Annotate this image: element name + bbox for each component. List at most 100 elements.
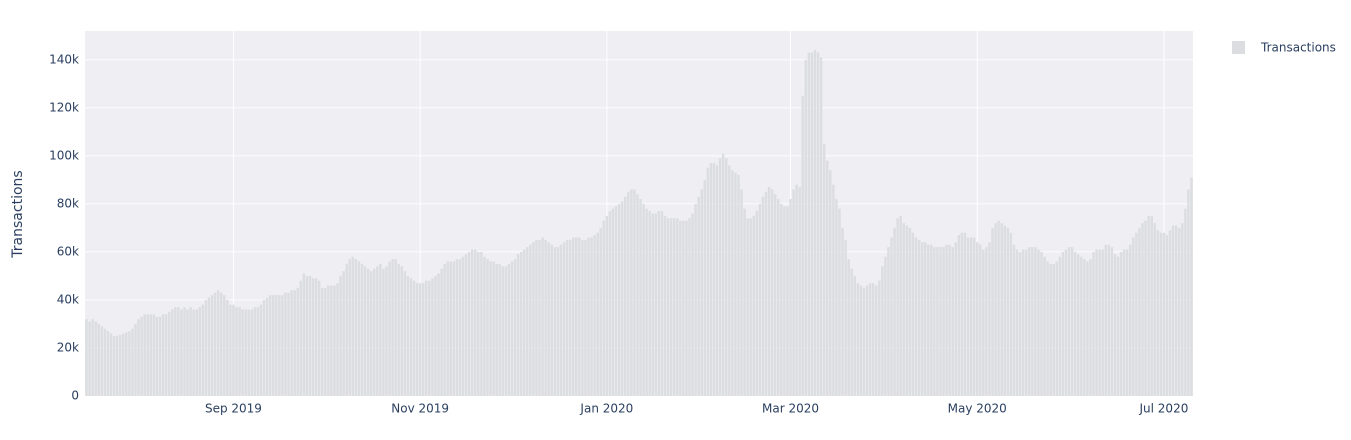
bar <box>917 239 921 396</box>
bar <box>1113 254 1117 396</box>
bar <box>1037 249 1040 396</box>
bar <box>412 280 416 396</box>
bar <box>192 309 195 396</box>
bar <box>1034 247 1037 396</box>
bar <box>1000 223 1003 396</box>
bar <box>596 232 599 396</box>
bar <box>112 335 116 396</box>
bar <box>718 158 722 396</box>
y-tick-label: 100k <box>49 148 79 162</box>
bar <box>1141 223 1144 396</box>
bar <box>930 244 933 396</box>
bar <box>581 239 584 396</box>
bar <box>519 251 523 396</box>
bar <box>553 247 557 396</box>
bar <box>966 237 970 396</box>
bar <box>822 143 826 396</box>
bar <box>838 208 841 396</box>
bar <box>354 259 358 396</box>
bar <box>725 158 728 396</box>
bar <box>1135 232 1138 396</box>
bar <box>437 273 440 396</box>
bar <box>908 227 912 396</box>
bar <box>134 323 137 396</box>
bar <box>415 283 419 396</box>
bar <box>311 278 315 396</box>
bar <box>272 295 275 396</box>
bar <box>767 187 771 396</box>
bar <box>265 297 269 396</box>
bar <box>960 232 964 396</box>
bar <box>1168 230 1172 396</box>
bar <box>171 309 174 396</box>
bar <box>899 215 902 396</box>
bar <box>587 237 590 396</box>
bar <box>504 266 508 396</box>
bar <box>327 285 330 396</box>
bar <box>400 266 404 396</box>
bar <box>1132 237 1135 396</box>
bar <box>575 237 578 396</box>
bar <box>526 247 529 396</box>
bar <box>777 199 780 396</box>
bar <box>305 275 309 396</box>
bar <box>1129 244 1132 396</box>
bar <box>1144 220 1147 396</box>
y-tick-label: 140k <box>49 52 79 66</box>
bar <box>189 307 192 396</box>
bar <box>627 191 630 396</box>
bar <box>816 52 820 396</box>
bar <box>923 242 927 396</box>
bar <box>1080 256 1083 396</box>
bar <box>810 52 814 396</box>
bar <box>348 259 351 396</box>
bar <box>507 263 511 396</box>
bar <box>244 309 247 396</box>
bar <box>1052 263 1055 396</box>
bar <box>529 244 532 396</box>
bar <box>633 189 636 396</box>
bar <box>342 271 345 396</box>
bar <box>1104 244 1107 396</box>
bar <box>957 235 961 396</box>
bar <box>1064 249 1068 396</box>
bar <box>1015 249 1019 396</box>
bar <box>373 268 376 396</box>
bar <box>556 247 560 396</box>
bar <box>773 194 777 396</box>
bar <box>183 307 186 396</box>
bar <box>532 242 535 396</box>
legend[interactable]: Transactions <box>1232 41 1336 55</box>
bar <box>544 239 547 396</box>
legend-swatch[interactable] <box>1232 41 1245 54</box>
bar <box>174 307 177 396</box>
x-tick-label: Jan 2020 <box>579 402 633 416</box>
bar <box>1171 225 1175 396</box>
bar <box>593 235 596 396</box>
bar <box>391 259 394 396</box>
bar <box>232 304 235 396</box>
bar <box>268 295 272 396</box>
bar <box>743 208 746 396</box>
bar <box>1043 256 1046 396</box>
bar <box>844 239 847 396</box>
bar <box>91 319 94 396</box>
bar <box>477 251 480 396</box>
legend-label[interactable]: Transactions <box>1260 41 1336 55</box>
bar <box>382 268 385 396</box>
bar <box>1024 249 1028 396</box>
bar <box>106 331 110 396</box>
bar <box>752 215 756 396</box>
bar <box>948 244 951 396</box>
bar <box>204 299 208 396</box>
bar <box>826 160 829 396</box>
bar <box>896 218 899 396</box>
bar <box>706 167 710 396</box>
bar <box>223 295 226 396</box>
bar <box>963 232 967 396</box>
bar <box>813 50 817 397</box>
bar <box>541 237 544 396</box>
bar <box>1159 232 1163 396</box>
bar <box>262 299 266 396</box>
bar <box>636 194 639 396</box>
